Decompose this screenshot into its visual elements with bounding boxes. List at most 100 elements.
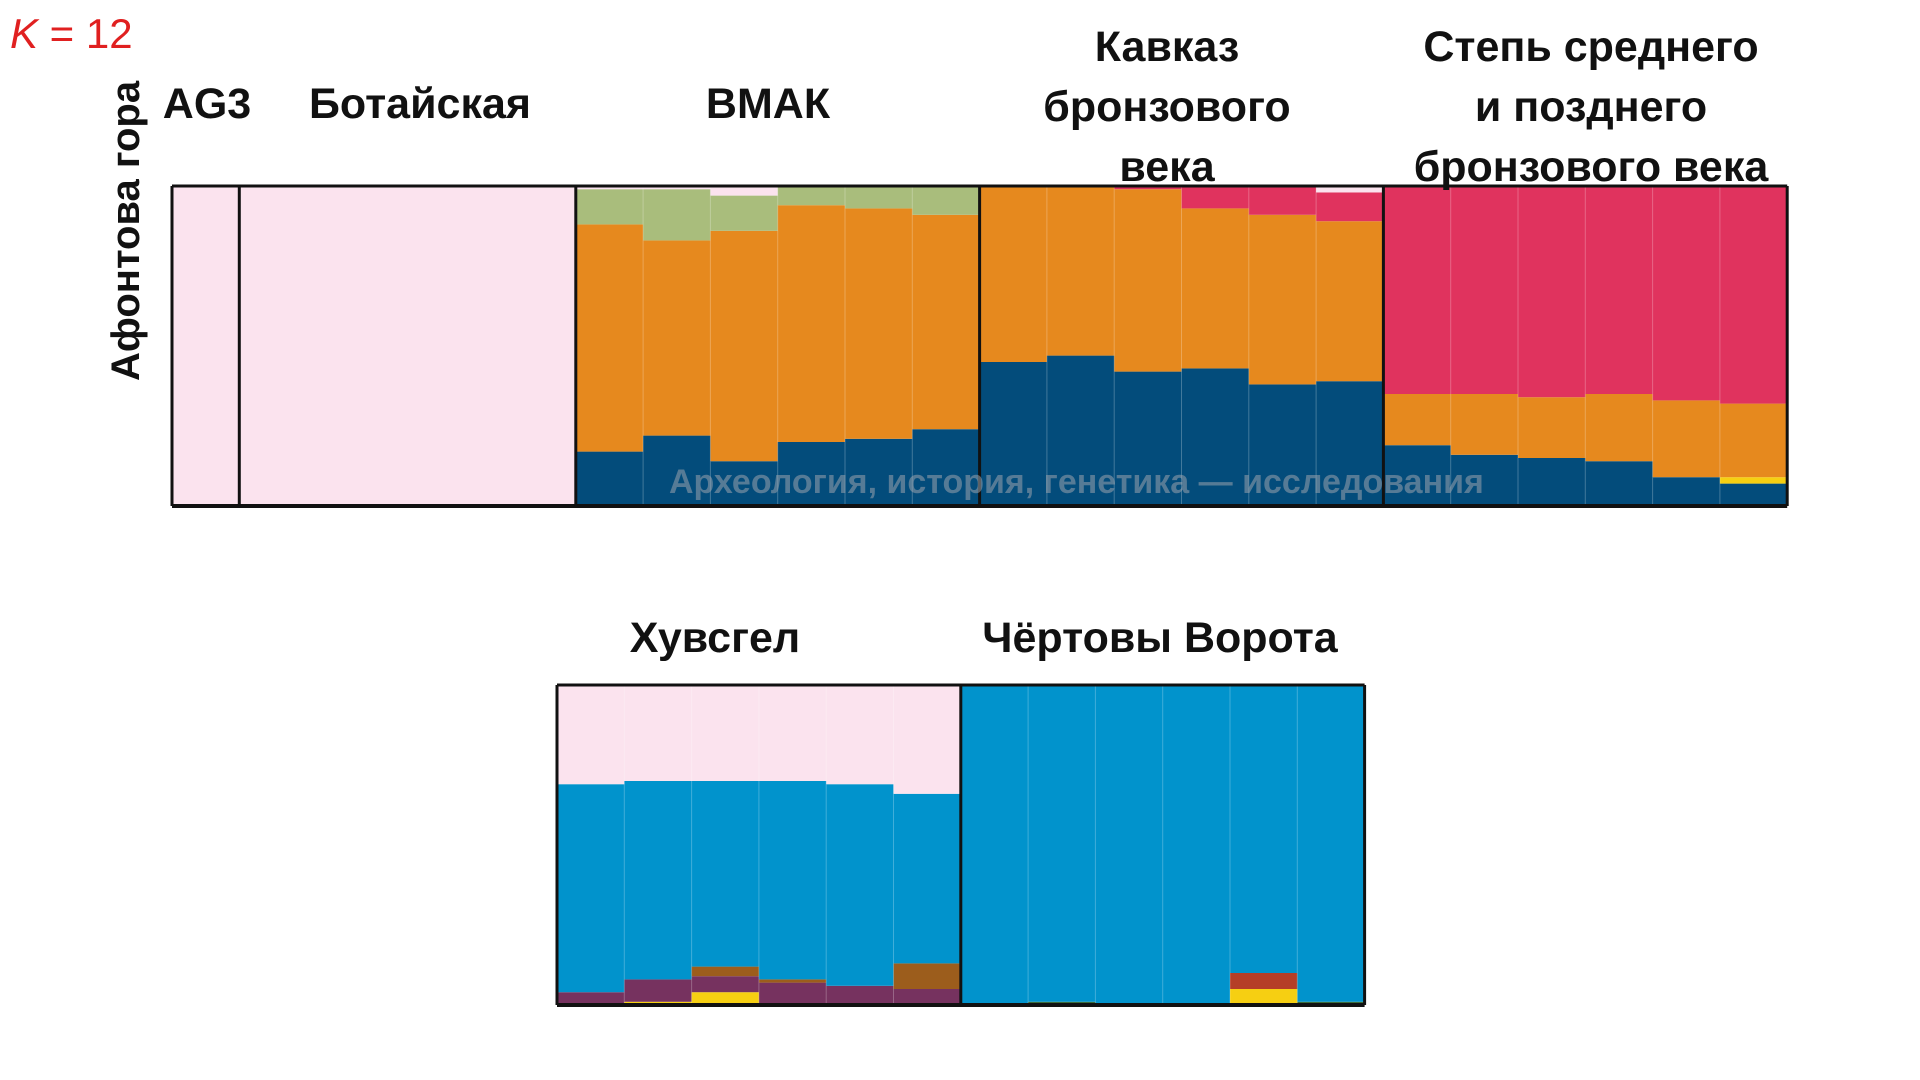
group-label: Степь среднего (1423, 23, 1758, 71)
bar-segment-yellow (691, 992, 760, 1005)
bar-segment-navy (1450, 454, 1519, 506)
bar-segment-pink (758, 685, 827, 781)
bar-segment-pink (826, 685, 894, 785)
k-value: = 12 (38, 10, 133, 57)
bar-segment-orange (1046, 186, 1115, 356)
bar-segment-blue (1028, 685, 1096, 1002)
bar-segment-rust (1230, 973, 1298, 989)
bar-segment-orange (1652, 400, 1721, 478)
bar-segment-blue (1095, 685, 1164, 1005)
bar-segment-orange (777, 205, 846, 442)
top-panel: AG3 Ботайская ВМАК Кавказ бронзового века Степ… (163, 23, 1789, 508)
bar-segment-blue (691, 781, 760, 967)
group-label: бронзового (1043, 83, 1290, 131)
bar-segment-purple (893, 989, 962, 1005)
bar-segment-blue (960, 685, 1029, 1005)
bar-segment-red (1383, 186, 1452, 394)
bar-segment-red (1518, 186, 1586, 398)
bar-segment-red (1450, 186, 1519, 394)
bar-segment-purple (826, 985, 894, 1005)
bar-segment-red (1719, 186, 1788, 404)
group-label: бронзового века (1414, 143, 1770, 191)
bar-segment-orange (1383, 394, 1452, 446)
bar-segment-navy (1518, 458, 1586, 506)
bar-segment-purple (557, 992, 625, 1005)
bar-segment-green (710, 195, 779, 231)
bar-segment-orange (1450, 394, 1519, 455)
bar-segment-red (1316, 192, 1384, 222)
bar-segment-yellow (1719, 477, 1788, 484)
bar-segment-blue (624, 781, 692, 980)
bar-segment-blue (826, 784, 894, 986)
bar-segment-pink (624, 685, 692, 781)
bar-segment-blue (1297, 685, 1365, 1002)
bar-segment-blue (893, 793, 962, 964)
bar-segment-brown (758, 979, 827, 983)
k-label: K = 12 (10, 10, 133, 58)
bar-segment-pink (893, 685, 962, 794)
bar-segment-green (845, 186, 913, 209)
bar-segment-navy (1181, 368, 1250, 506)
group-label: Чёртовы Ворота (982, 614, 1339, 662)
bar-segment-blue (758, 781, 827, 980)
bar-segment-navy (575, 451, 644, 506)
group-label: Ботайская (309, 80, 531, 128)
bar-segment-brown (893, 963, 962, 989)
bar-segment-orange (1248, 214, 1317, 385)
bar-segment-orange (1316, 221, 1384, 382)
bar-segment-navy (1652, 477, 1721, 506)
bar-segment-green (777, 186, 846, 206)
group-label: века (1119, 143, 1215, 191)
bar-segment-pink (172, 186, 240, 506)
bar-segment-red (1652, 186, 1721, 401)
group-label: и позднего (1475, 83, 1707, 131)
bar-segment-orange (643, 240, 711, 436)
group-label: AG3 (163, 80, 251, 128)
bar-segment-orange (710, 230, 779, 462)
bar-segment-pink (691, 685, 760, 781)
y-axis-label: Афонтова гора (104, 80, 148, 381)
bar-segment-green (575, 189, 644, 225)
bar-segment-pink (643, 186, 711, 190)
bar-segment-navy (1719, 483, 1788, 506)
bar-segment-navy (1248, 384, 1317, 506)
bar-segment-navy (845, 438, 913, 506)
bar-segment-red (1114, 186, 1182, 190)
bar-segment-purple (758, 982, 827, 1005)
bar-segment-green (643, 189, 711, 241)
k-symbol: K (10, 10, 39, 57)
bar-segment-orange (1114, 189, 1182, 372)
bar-segment-navy (1316, 381, 1384, 506)
bar-segment-orange (1719, 403, 1788, 478)
bar-segment-pink (1316, 186, 1384, 193)
bar-segment-navy (777, 442, 846, 506)
watermark: Археология, история, генетика — исследов… (669, 463, 1484, 501)
bar-segment-purple (691, 976, 760, 993)
bar-segment-navy (1046, 355, 1115, 506)
bar-segment-yellow (1230, 989, 1298, 1005)
group-label: ВМАК (706, 80, 831, 128)
bar-segment-navy (1383, 445, 1452, 506)
bar-segment-red (1248, 186, 1317, 215)
bar-segment-pink (710, 186, 779, 196)
bar-segment-orange (575, 224, 644, 452)
bar-segment-orange (1585, 394, 1653, 462)
bottom-panel: Хувсгел Чёртовы Ворота (555, 614, 1367, 1007)
group-label: Хувсгел (630, 614, 800, 662)
bar-segment-navy (710, 461, 779, 506)
bar-segment-navy (912, 429, 980, 506)
bar-segment-green (912, 186, 980, 215)
bar-segment-brown (691, 966, 760, 977)
bar-segment-pink (239, 186, 577, 506)
bar-segment-purple (624, 979, 692, 1002)
bar-segment-navy (643, 435, 711, 506)
bar-segment-pink (575, 186, 644, 190)
bar-segment-orange (979, 186, 1048, 362)
bar-segment-blue (557, 784, 625, 993)
bar-segment-orange (1518, 397, 1586, 458)
bar-segment-red (1181, 186, 1250, 209)
bar-segment-navy (1585, 461, 1653, 506)
bar-segment-blue (1162, 685, 1231, 1005)
bar-segment-orange (845, 208, 913, 439)
